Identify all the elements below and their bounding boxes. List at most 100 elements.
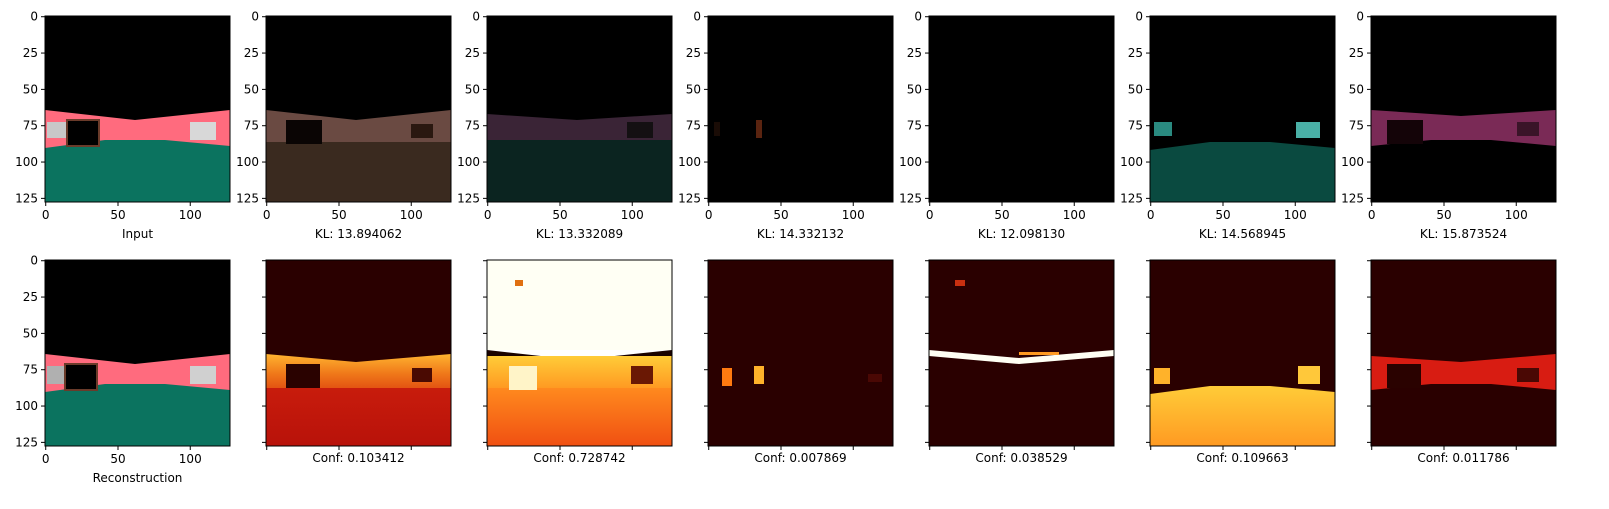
panel-caption: KL: 13.332089 [536,227,623,241]
top-row-axes-5: 0 50 100 0 25 50 75 100 125 KL: 14.568945 [1120,10,1336,241]
x-tick-label: 100 [1063,208,1086,222]
heat-ground [1150,386,1335,446]
y-tick-label: 125 [899,191,922,205]
input-panel [45,16,230,202]
heat-horizon-accent [1019,352,1059,355]
y-tick-label: 75 [686,119,701,133]
y-tick-label: 75 [23,363,38,377]
panel-caption: Conf: 0.038529 [975,451,1067,465]
heatmap-panel-5 [1150,260,1335,446]
axes-frame [265,15,452,203]
bottom-row [45,260,1556,446]
y-tick-label: 50 [686,82,701,96]
y-tick-label: 100 [457,155,480,169]
sample-panel-3 [708,16,893,202]
y-tick-label: 125 [236,191,259,205]
x-tick-label: 100 [179,452,202,466]
heat-dark-object [286,364,320,388]
sample-panel-5 [1150,16,1335,202]
spot-left [714,122,720,136]
y-tick-label: 50 [907,82,922,96]
x-tick-label: 50 [110,208,125,222]
sample-background [929,16,1114,202]
heat-horizon [929,350,1114,364]
y-tick-label: 125 [15,435,38,449]
heat-car-right [1517,368,1539,382]
y-tick-label: 100 [899,155,922,169]
x-tick-label: 0 [263,208,271,222]
axes-layer: 0 50 100 0 25 50 75 100 125 Input 0 50 100 0 25 50 75 100… [15,10,1557,485]
y-tick-label: 25 [23,290,38,304]
y-tick-label: 25 [465,46,480,60]
top-row [45,16,1556,202]
y-tick-label: 25 [686,46,701,60]
y-tick-label: 75 [907,119,922,133]
panel-caption: KL: 14.568945 [1199,227,1286,241]
x-tick-label: 0 [705,208,713,222]
y-tick-label: 100 [15,155,38,169]
axes-frame [1149,15,1336,203]
heatmap-panel-2 [487,260,672,446]
y-tick-label: 50 [244,82,259,96]
axes-frame [928,15,1115,203]
y-tick-label: 75 [465,119,480,133]
y-tick-label: 0 [472,10,480,24]
y-tick-label: 0 [1356,10,1364,24]
y-tick-label: 25 [907,46,922,60]
heatmap-panel-6 [1371,260,1556,446]
y-tick-label: 75 [1349,119,1364,133]
y-tick-label: 125 [1120,191,1143,205]
sample-panel-2 [487,16,672,202]
y-tick-label: 100 [1341,155,1364,169]
y-tick-label: 125 [1341,191,1364,205]
bottom-row-axes-5: Conf: 0.109663 [1146,259,1336,465]
y-tick-label: 0 [914,10,922,24]
y-tick-label: 75 [244,119,259,133]
panel-caption: KL: 12.098130 [978,227,1065,241]
y-tick-label: 100 [15,399,38,413]
y-tick-label: 100 [236,155,259,169]
ground-region [266,142,451,202]
x-tick-label: 0 [1147,208,1155,222]
y-tick-label: 25 [244,46,259,60]
x-tick-label: 100 [400,208,423,222]
dark-object [66,119,100,147]
ground-region [487,140,672,202]
panel-caption: KL: 15.873524 [1420,227,1507,241]
axes-frame [44,259,231,447]
x-tick-label: 50 [1436,208,1451,222]
car-left [1154,122,1172,136]
x-tick-label: 100 [621,208,644,222]
heat-sky [487,260,672,350]
axes-frame [1370,15,1557,203]
axes-frame [707,259,894,447]
heat-spot-mid [754,366,764,384]
y-tick-label: 0 [251,10,259,24]
sample-panel-6 [1371,16,1556,202]
car-right [190,366,216,384]
dark-object [286,120,322,144]
panel-caption: KL: 14.332132 [757,227,844,241]
x-tick-label: 0 [1368,208,1376,222]
panel-caption: Conf: 0.103412 [312,451,404,465]
axes-frame [1370,259,1557,447]
x-tick-label: 100 [1505,208,1528,222]
car-right [190,122,216,140]
top-row-axes-6: 0 50 100 0 25 50 75 100 125 KL: 15.873524 [1341,10,1557,241]
bottom-row-axes-0: 0 50 100 0 25 50 75 100 125 Reconstruction [15,254,231,485]
x-tick-label: 50 [552,208,567,222]
axes-frame [486,15,673,203]
top-row-axes-2: 0 50 100 0 25 50 75 100 125 KL: 13.332089 [457,10,673,241]
x-tick-label: 0 [42,452,50,466]
heatmap-panel-4 [929,260,1114,446]
panel-caption: Input [122,227,153,241]
heatmap-panel-1 [266,260,451,446]
heat-spot [955,280,965,286]
dark-object [64,363,98,391]
panel-caption: Conf: 0.011786 [1417,451,1509,465]
heat-car-right [631,366,653,384]
dark-object [1387,120,1423,144]
y-tick-label: 25 [1349,46,1364,60]
y-tick-label: 25 [23,46,38,60]
axes-frame [707,15,894,203]
